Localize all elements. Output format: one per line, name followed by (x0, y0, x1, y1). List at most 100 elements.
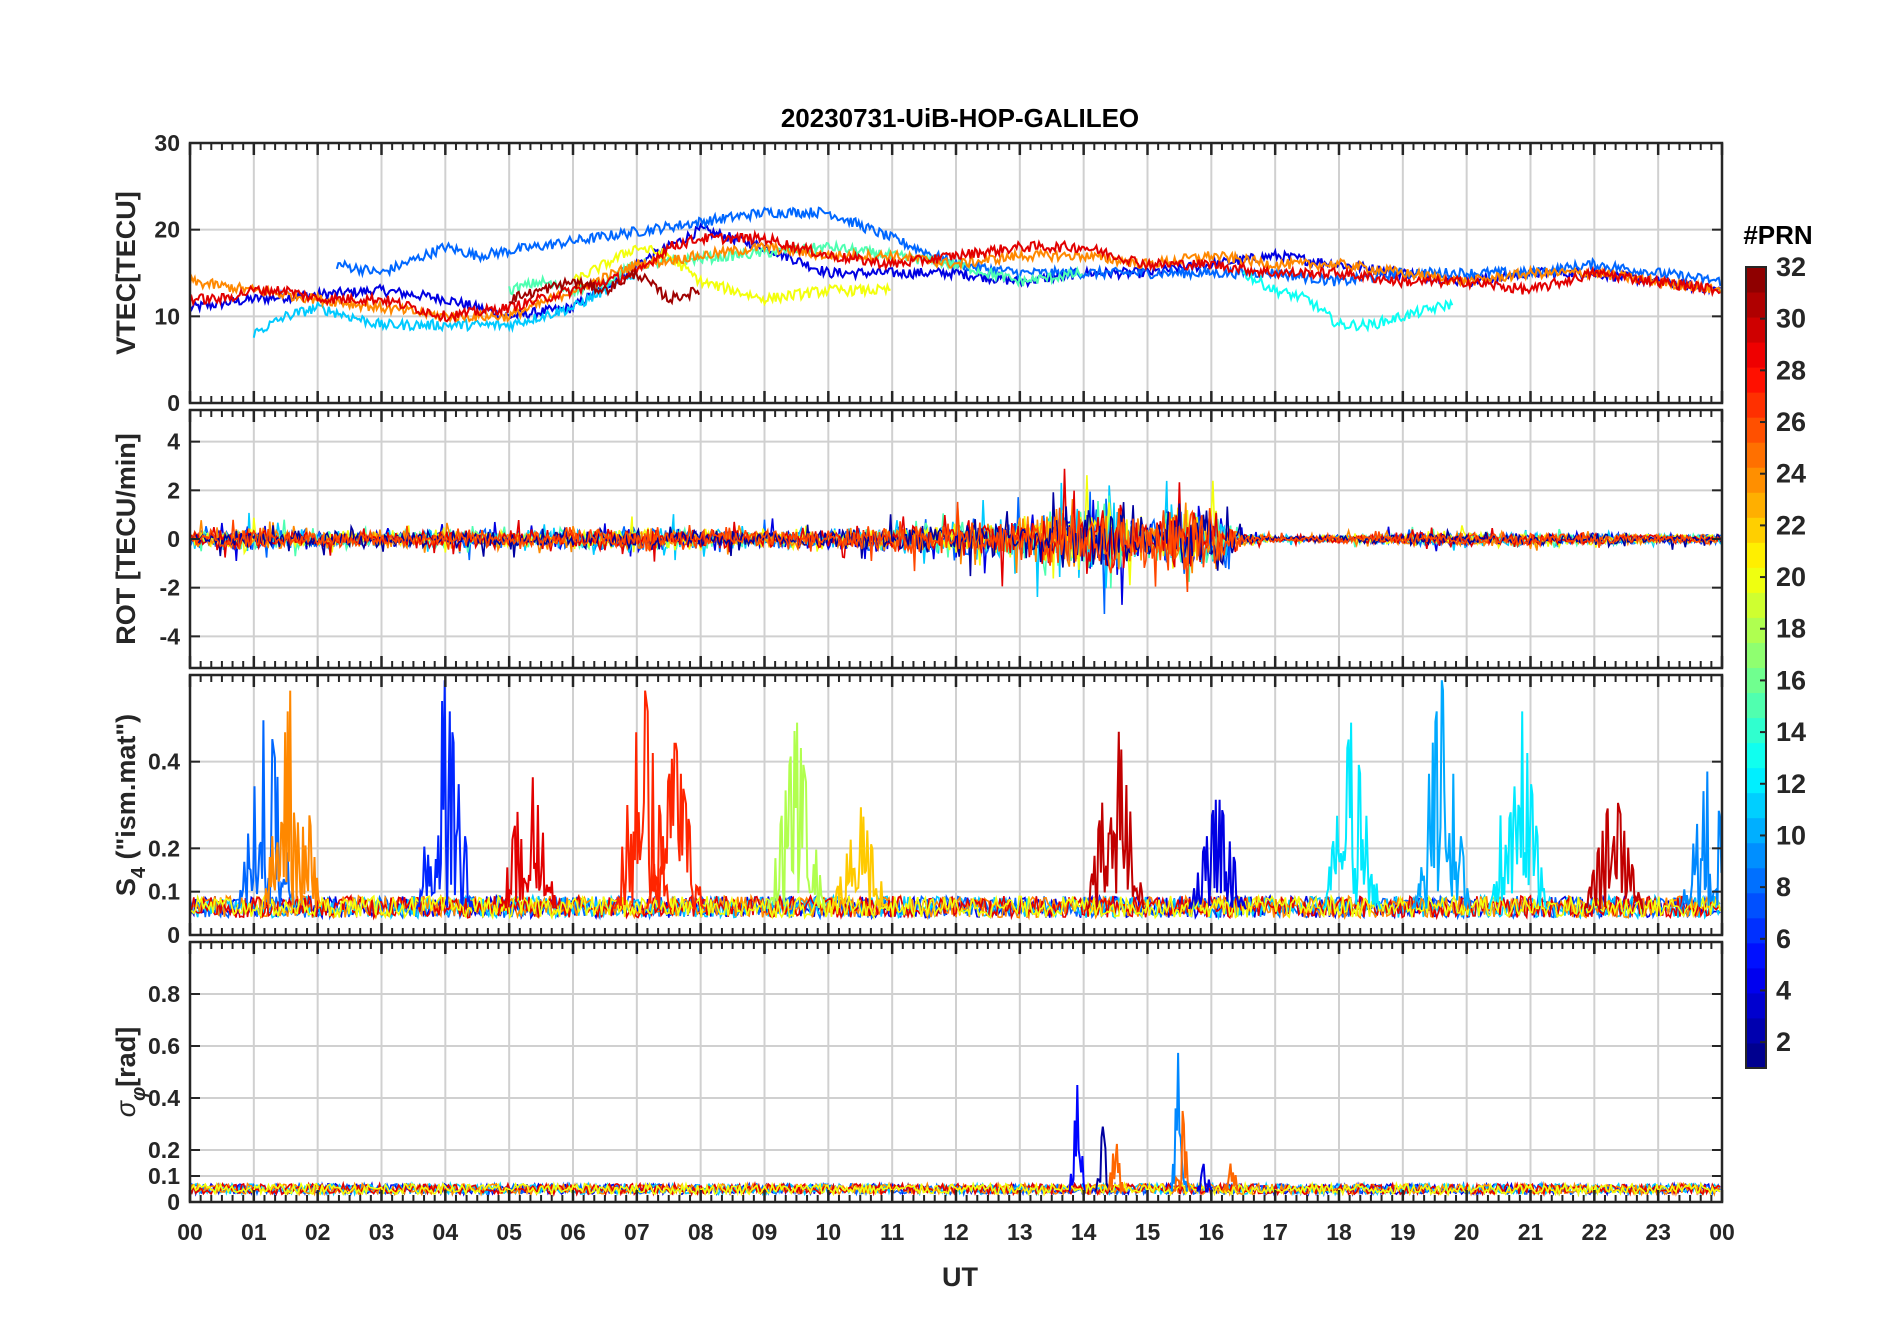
y-tick-label: 20 (154, 217, 180, 243)
x-tick-label: 10 (816, 1219, 842, 1245)
y-tick-label: 0.6 (148, 1033, 180, 1059)
peak-line-prn-6 (415, 680, 475, 910)
y-tick-label: 0.1 (148, 1163, 180, 1189)
peak-line-prn-10 (1411, 680, 1471, 911)
panel-3-series (190, 680, 1722, 921)
y-tick-label: 0 (167, 1189, 180, 1215)
x-tick-label: 15 (1135, 1219, 1161, 1245)
peak-line-prn-30 (1086, 731, 1146, 910)
y-tick-label: 30 (154, 130, 180, 156)
colorbar-segment (1746, 792, 1766, 819)
y-tick-label: 0.4 (148, 749, 180, 775)
colorbar-tick-label: 2 (1776, 1027, 1791, 1057)
panel-3-y-axis-label: S4 ("ism.mat") (111, 714, 150, 896)
panel-1-y-axis-label: VTEC[TECU] (111, 191, 141, 355)
y-tick-label: 0 (167, 526, 180, 552)
x-tick-label: 13 (1007, 1219, 1033, 1245)
colorbar-segment (1746, 1042, 1766, 1069)
series-line-prn-20 (190, 1180, 1721, 1198)
peak-line-prn-25 (1173, 1110, 1192, 1192)
peak-line-prn-2 (1094, 1126, 1111, 1193)
y-tick-label: 0 (167, 390, 180, 416)
colorbar-tick-label: 6 (1776, 924, 1791, 954)
peak-line-prn-25 (1221, 1163, 1240, 1193)
x-tick-label: 06 (560, 1219, 586, 1245)
x-tick-label: 20 (1454, 1219, 1480, 1245)
colorbar-segment (1746, 292, 1766, 318)
colorbar-segment (1746, 317, 1766, 343)
x-tick-label: 00 (177, 1219, 203, 1245)
y-label-part: ("ism.mat") (111, 714, 141, 867)
colorbar-tick-label: 10 (1776, 820, 1806, 850)
x-tick-label: 18 (1326, 1219, 1352, 1245)
peak-line-prn-25 (1106, 1143, 1125, 1192)
series-line-prn-11 (252, 271, 637, 338)
y-tick-label: 0.2 (148, 835, 180, 861)
colorbar-tick-label: 4 (1776, 975, 1791, 1005)
colorbar-segment (1746, 392, 1766, 418)
colorbar-segment (1746, 442, 1766, 468)
colorbar-segment (1746, 967, 1766, 994)
colorbar-tick-label: 18 (1776, 614, 1806, 644)
colorbar-tick-label: 14 (1776, 717, 1806, 747)
x-tick-label: 22 (1582, 1219, 1608, 1245)
x-tick-label: 09 (752, 1219, 778, 1245)
colorbar-tick-label: 26 (1776, 407, 1806, 437)
panel-2-series (190, 468, 1722, 615)
peak-line-prn-30 (1583, 802, 1644, 910)
colorbar-segment (1746, 892, 1766, 919)
colorbar-tick-label: 20 (1776, 562, 1806, 592)
colorbar-segment (1746, 667, 1766, 694)
x-tick-label: 11 (880, 1219, 905, 1245)
colorbar-tick-label: 32 (1776, 252, 1806, 282)
colorbar-segment (1746, 817, 1766, 844)
series-line-prn-26 (190, 501, 1722, 593)
colorbar-tick-label: 24 (1776, 459, 1806, 489)
colorbar-tick-label: 28 (1776, 355, 1806, 385)
y-tick-label: 2 (167, 477, 180, 503)
peak-line-prn-4 (1196, 1163, 1214, 1193)
y-tick-label: -4 (160, 623, 181, 649)
colorbar-segment (1746, 467, 1766, 493)
y-tick-label: 0.8 (148, 981, 180, 1007)
peak-line-prn-12 (1488, 711, 1548, 910)
panel-1-series (190, 206, 1722, 338)
colorbar-title: #PRN (1743, 220, 1812, 250)
colorbar-segment (1746, 767, 1766, 794)
x-tick-label: 08 (688, 1219, 714, 1245)
colorbar-segment (1746, 992, 1766, 1019)
colorbar-segment (1746, 642, 1766, 668)
x-tick-label: 02 (305, 1219, 331, 1245)
colorbar-segment (1746, 1017, 1766, 1044)
x-axis-label: UT (942, 1262, 978, 1292)
series-line-prn-31 (508, 266, 701, 306)
x-tick-label: 23 (1645, 1219, 1671, 1245)
x-tick-label: 05 (496, 1219, 522, 1245)
colorbar-segment (1746, 917, 1766, 944)
x-tick-label: 14 (1071, 1219, 1097, 1245)
colorbar-tick-label: 8 (1776, 872, 1791, 902)
frame-layer (188, 141, 1724, 1204)
colorbar-segment (1746, 842, 1766, 869)
data-layer (190, 206, 1722, 1198)
peak-line-prn-22 (831, 807, 890, 910)
peak-line-prn-24 (262, 690, 321, 910)
colorbar-segment (1746, 592, 1766, 618)
colorbar-tick-label: 22 (1776, 510, 1806, 540)
colorbar-tick-label: 30 (1776, 304, 1806, 334)
colorbar-segment (1746, 942, 1766, 969)
colorbar-tick-label: 12 (1776, 769, 1806, 799)
peak-line-prn-5 (1068, 1084, 1086, 1192)
y-label-subscript: φ (128, 1087, 150, 1101)
x-tick-label: 07 (624, 1219, 650, 1245)
y-label-subscript: 4 (128, 866, 150, 878)
x-tick-label: 16 (1199, 1219, 1225, 1245)
peak-line-prn-18 (766, 722, 826, 910)
colorbar-tick-label: 16 (1776, 665, 1806, 695)
colorbar-segment (1746, 517, 1766, 543)
peak-line-prn-12 (1322, 722, 1382, 910)
y-label-part: S (111, 878, 141, 896)
